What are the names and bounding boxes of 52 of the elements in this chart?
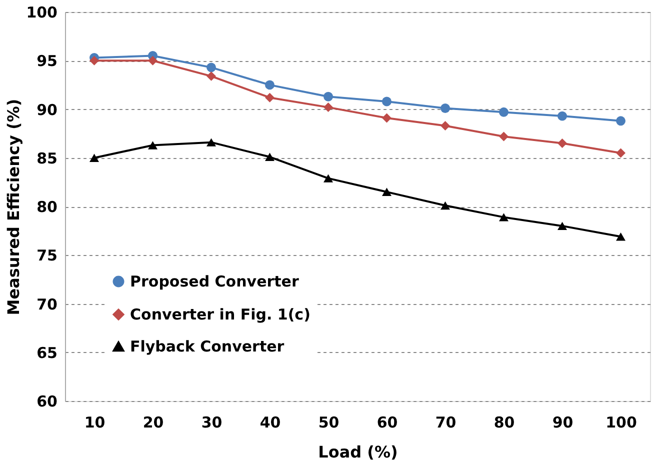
y-axis-title: Measured Efficiency (%) [4, 98, 24, 316]
y-tick-label: 75 [36, 246, 58, 265]
x-tick-label: 10 [84, 414, 106, 432]
point [324, 102, 333, 112]
x-tick-label: 30 [201, 414, 222, 432]
point [265, 152, 274, 162]
y-tick-label: 80 [36, 198, 58, 216]
point [265, 92, 274, 102]
x-tick-label: 100 [606, 414, 637, 432]
point [265, 80, 274, 90]
legend-label: Flyback Converter [130, 338, 285, 356]
y-tick-label: 95 [36, 52, 58, 70]
point [499, 132, 508, 142]
point [616, 116, 626, 126]
point [440, 104, 450, 114]
y-tick-label: 85 [36, 149, 58, 168]
y-tick-label: 60 [36, 392, 58, 410]
x-tick-label: 20 [142, 414, 164, 432]
y-tick-label: 65 [36, 344, 58, 362]
point [148, 56, 158, 66]
y-tick-label: 100 [26, 4, 58, 22]
point [616, 148, 626, 158]
point [324, 92, 333, 102]
x-tick-label: 90 [552, 414, 574, 432]
point [616, 232, 626, 241]
x-tick-label: 80 [494, 414, 515, 432]
y-tick-label: 90 [36, 100, 58, 119]
y-tick-label: 70 [36, 295, 58, 314]
x-tick-label: 40 [260, 414, 281, 432]
point [499, 213, 508, 222]
x-tick-label: 60 [376, 414, 398, 432]
x-axis-title: Load (%) [318, 442, 398, 462]
point [206, 138, 216, 146]
point [499, 107, 508, 117]
point [558, 111, 567, 121]
point [440, 121, 450, 131]
point [382, 113, 392, 123]
x-tick-label: 50 [318, 414, 340, 432]
point [324, 174, 333, 182]
point [558, 138, 567, 148]
x-tick-label: 70 [435, 414, 456, 432]
point [558, 222, 567, 230]
point [206, 62, 216, 72]
legend-label: Proposed Converter [130, 272, 300, 290]
point [90, 154, 99, 162]
legend-label: Converter in Fig. 1(c) [130, 306, 310, 324]
point [440, 201, 450, 210]
point [206, 71, 216, 81]
point [90, 56, 99, 66]
point [382, 188, 392, 196]
point [382, 96, 392, 106]
point [148, 141, 158, 150]
